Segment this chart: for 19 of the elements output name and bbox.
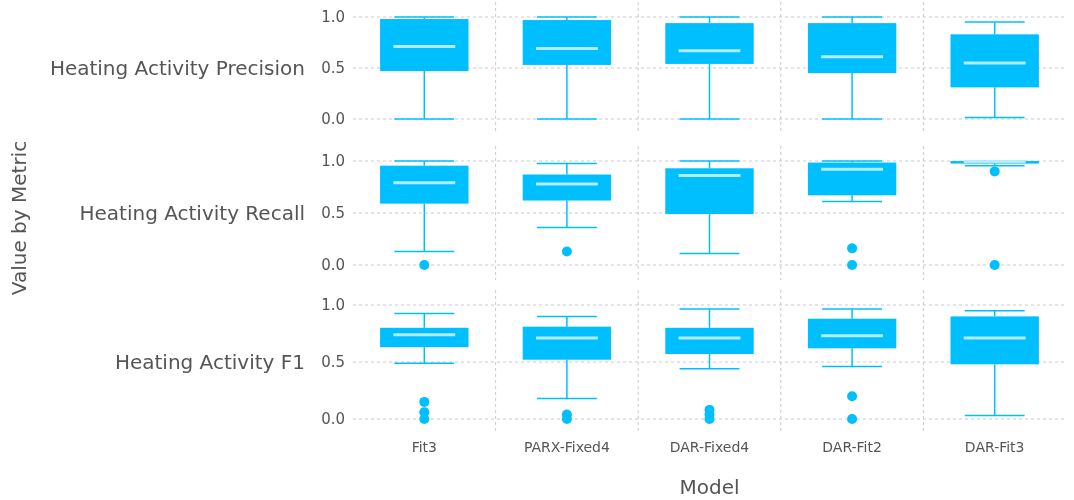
y-tick-label: 0.0 [321,410,345,429]
text: Value by Metric [7,140,31,296]
x-tick-label: DAR-Fit3 [964,439,1025,455]
y-tick-label: 0.5 [321,59,345,78]
y-axis-title: Heating Activity F1 [114,350,305,374]
y-tick-label: 0.5 [321,204,345,223]
y-tick-label: 0.5 [321,353,345,372]
y-axis-title: Heating Activity Recall [79,201,305,225]
x-tick-label: Fit3 [411,439,437,455]
y-tick-label: 1.0 [321,296,345,315]
x-tick-label: PARX-Fixed4 [523,439,610,455]
y-tick-label: 1.0 [321,8,345,27]
y-tick-label: 1.0 [321,152,345,171]
x-tick-label: DAR-Fit2 [822,439,882,455]
x-axis-title: Model [679,475,740,499]
y-tick-label: 0.0 [321,256,345,275]
y-tick-label: 0.0 [321,110,345,129]
x-tick-label: DAR-Fixed4 [669,439,750,455]
y-axis-title: Heating Activity Precision [49,56,305,80]
